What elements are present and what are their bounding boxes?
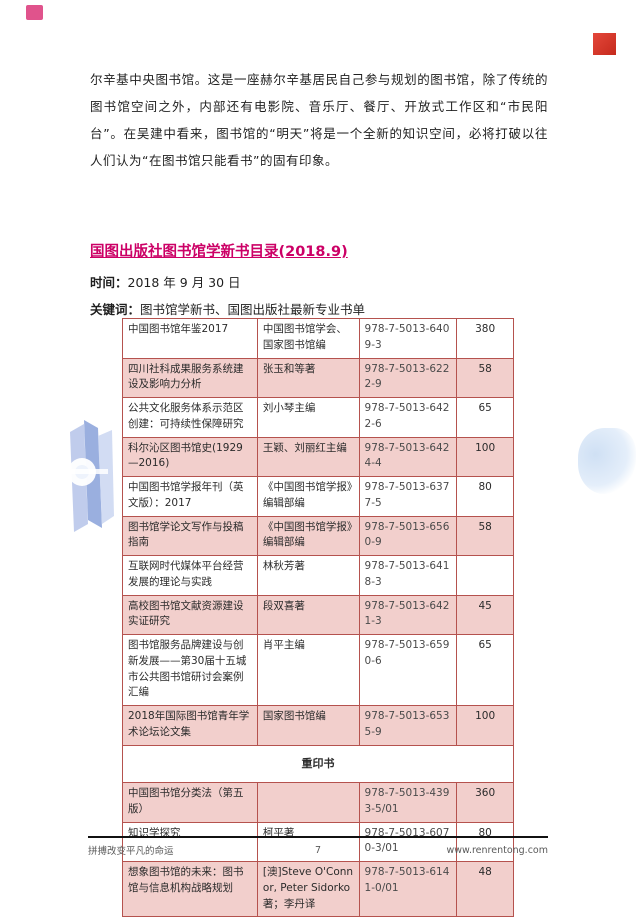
red-square-decoration <box>593 33 616 55</box>
book-title-cell: 科尔沁区图书馆史(1929—2016) <box>122 436 258 477</box>
footer-divider <box>88 836 548 838</box>
book-catalog-table: 中国图书馆年鉴2017 中国图书馆学会、国家图书馆编 978-7-5013-6409… <box>122 318 514 917</box>
table-row: 科尔沁区图书馆史(1929—2016) 王颖、刘丽红主编 978-7-5013-64… <box>122 436 514 477</box>
table-row: 四川社科成果服务系统建设及影响力分析 张玉和等著 978-7-5013-6222-9… <box>122 357 514 398</box>
book-isbn-cell: 978-7-5013-6422-6 <box>358 397 458 438</box>
pink-square-decoration <box>26 5 43 20</box>
book-title-cell: 互联网时代媒体平台经营发展的理论与实践 <box>122 555 258 596</box>
blue-wave-decoration <box>578 428 636 494</box>
blue-crystal-decoration <box>64 420 116 535</box>
table-row: 公共文化服务体系示范区创建：可持续性保障研究 刘小琴主编 978-7-5013-64… <box>122 397 514 438</box>
book-price-cell: 65 <box>456 634 514 706</box>
book-price-cell: 48 <box>456 860 514 917</box>
book-author-cell: 国家图书馆编 <box>256 705 360 746</box>
footer-slogan: 拼搏改变平凡的命运 <box>88 846 174 857</box>
table-row: 中国图书馆学报年刊（英文版）：2017 《中国图书馆学报》编辑部编 978-7-50… <box>122 476 514 517</box>
table-row: 互联网时代媒体平台经营发展的理论与实践 林秋芳著 978-7-5013-6418-3 <box>122 555 514 596</box>
book-author-cell: 刘小琴主编 <box>256 397 360 438</box>
book-isbn-cell: 978-7-5013-6590-6 <box>358 634 458 706</box>
book-isbn-cell: 978-7-5013-6409-3 <box>358 318 458 359</box>
book-author-cell: 中国图书馆学会、国家图书馆编 <box>256 318 360 359</box>
book-isbn-cell: 978-7-5013-6222-9 <box>358 357 458 398</box>
page-footer: 拼搏改变平凡的命运 7 www.renrentong.com <box>88 843 548 858</box>
footer-website: www.renrentong.com <box>446 844 548 856</box>
book-price-cell: 100 <box>456 436 514 477</box>
book-price-cell: 360 <box>456 782 514 823</box>
book-title-cell: 2018年国际图书馆青年学术论坛论文集 <box>122 705 258 746</box>
book-author-cell <box>256 782 360 823</box>
table-row: 想象图书馆的未来：图书馆与信息机构战略规划 [澳]Steve O'Connor, … <box>122 860 514 917</box>
book-author-cell: 张玉和等著 <box>256 357 360 398</box>
book-title-cell: 想象图书馆的未来：图书馆与信息机构战略规划 <box>122 860 258 917</box>
date-value: 2018 年 9 月 30 日 <box>127 275 241 290</box>
book-title-cell: 四川社科成果服务系统建设及影响力分析 <box>122 357 258 398</box>
book-author-cell: [澳]Steve O'Connor, Peter Sidorko著；李丹译 <box>256 860 360 917</box>
section-row: 重印书 <box>122 744 514 783</box>
book-isbn-cell: 978-7-5013-6418-3 <box>358 555 458 596</box>
book-title-cell: 图书馆服务品牌建设与创新发展——第30届十五城市公共图书馆研讨会案例汇编 <box>122 634 258 706</box>
keywords-value: 图书馆学新书、国图出版社最新专业书单 <box>140 302 366 317</box>
book-price-cell: 80 <box>456 476 514 517</box>
book-title-cell: 中国图书馆分类法（第五版） <box>122 782 258 823</box>
book-price-cell: 65 <box>456 397 514 438</box>
table-row: 中国图书馆年鉴2017 中国图书馆学会、国家图书馆编 978-7-5013-6409… <box>122 318 514 359</box>
book-table-body: 中国图书馆年鉴2017 中国图书馆学会、国家图书馆编 978-7-5013-6409… <box>122 318 514 917</box>
book-title-cell: 公共文化服务体系示范区创建：可持续性保障研究 <box>122 397 258 438</box>
date-label: 时间： <box>90 275 128 290</box>
intro-paragraph: 尔辛基中央图书馆。这是一座赫尔辛基居民自己参与规划的图书馆，除了传统的图书馆空间… <box>90 72 548 168</box>
date-line: 时间：2018 年 9 月 30 日 <box>90 272 241 291</box>
keywords-line: 关键词：图书馆学新书、国图出版社最新专业书单 <box>90 299 365 318</box>
book-title-cell: 知识学探究 <box>122 821 258 862</box>
book-isbn-cell: 978-7-5013-6377-5 <box>358 476 458 517</box>
book-author-cell: 王颖、刘丽红主编 <box>256 436 360 477</box>
book-author-cell: 《中国图书馆学报》编辑部编 <box>256 515 360 556</box>
book-price-cell: 45 <box>456 594 514 635</box>
book-author-cell: 柯平著 <box>256 821 360 862</box>
book-isbn-cell: 978-7-5013-6560-9 <box>358 515 458 556</box>
table-row: 2018年国际图书馆青年学术论坛论文集 国家图书馆编 978-7-5013-6535… <box>122 705 514 746</box>
section-header-cell: 重印书 <box>122 744 514 783</box>
book-title-cell: 高校图书馆文献资源建设实证研究 <box>122 594 258 635</box>
book-isbn-cell: 978-7-5013-6535-9 <box>358 705 458 746</box>
book-title-cell: 中国图书馆年鉴2017 <box>122 318 258 359</box>
book-price-cell: 58 <box>456 515 514 556</box>
book-price-cell: 100 <box>456 705 514 746</box>
table-row: 中国图书馆分类法（第五版） 978-7-5013-4393-5/01 360 <box>122 782 514 823</box>
book-author-cell: 肖平主编 <box>256 634 360 706</box>
book-isbn-cell: 978-7-5013-6424-4 <box>358 436 458 477</box>
book-title-cell: 中国图书馆学报年刊（英文版）：2017 <box>122 476 258 517</box>
table-row: 知识学探究 柯平著 978-7-5013-6070-3/01 80 <box>122 821 514 862</box>
book-price-cell: 58 <box>456 357 514 398</box>
page-number: 7 <box>314 844 322 856</box>
book-title-cell: 图书馆学论文写作与投稿指南 <box>122 515 258 556</box>
keywords-label: 关键词： <box>90 302 141 317</box>
table-row: 图书馆学论文写作与投稿指南 《中国图书馆学报》编辑部编 978-7-5013-656… <box>122 515 514 556</box>
book-author-cell: 《中国图书馆学报》编辑部编 <box>256 476 360 517</box>
book-author-cell: 段双喜著 <box>256 594 360 635</box>
book-price-cell <box>456 555 514 596</box>
section-heading-link[interactable]: 国图出版社图书馆学新书目录(2018.9) <box>90 244 348 260</box>
book-author-cell: 林秋芳著 <box>256 555 360 596</box>
book-price-cell: 380 <box>456 318 514 359</box>
table-row: 高校图书馆文献资源建设实证研究 段双喜著 978-7-5013-6421-3 45 <box>122 594 514 635</box>
book-isbn-cell: 978-7-5013-6421-3 <box>358 594 458 635</box>
table-row: 图书馆服务品牌建设与创新发展——第30届十五城市公共图书馆研讨会案例汇编 肖平主编… <box>122 634 514 706</box>
book-isbn-cell: 978-7-5013-4393-5/01 <box>358 782 458 823</box>
book-isbn-cell: 978-7-5013-6141-0/01 <box>358 860 458 917</box>
